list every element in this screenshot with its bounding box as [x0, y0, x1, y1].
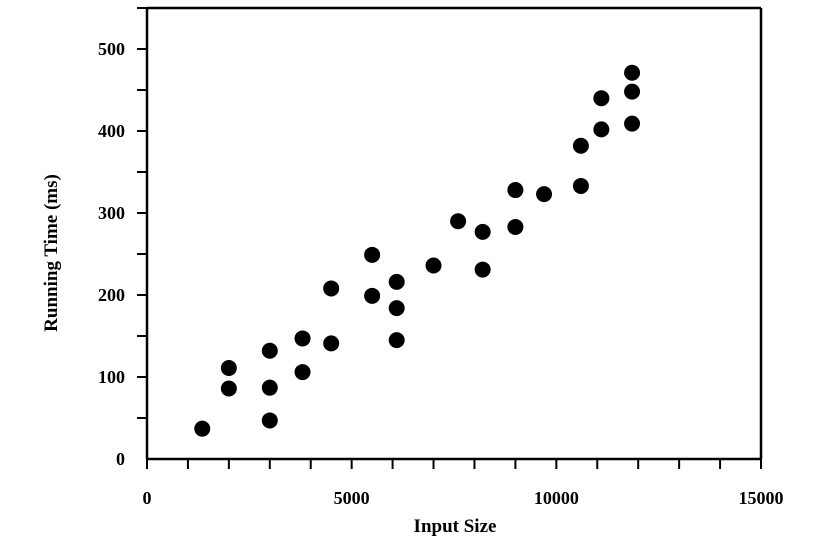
data-points [194, 64, 641, 437]
x-tick-label: 5000 [334, 488, 370, 508]
y-tick-label: 0 [116, 449, 125, 469]
data-point [507, 218, 524, 235]
data-point [388, 332, 405, 349]
x-axis-ticks: 0 5000 10000 15000 [143, 459, 784, 508]
data-point [220, 359, 237, 376]
data-point [572, 137, 589, 154]
y-tick-label: 500 [98, 39, 125, 59]
y-tick-label: 100 [98, 367, 125, 387]
data-point [194, 420, 211, 437]
x-axis-label: Input Size [414, 516, 497, 537]
axes-frame [145, 6, 763, 461]
data-point [294, 364, 311, 381]
data-point [261, 342, 278, 359]
data-point [474, 223, 491, 240]
x-tick-label: 10000 [534, 488, 579, 508]
y-tick-label: 400 [98, 121, 125, 141]
data-point [425, 257, 442, 274]
data-point [388, 300, 405, 317]
y-tick-label: 200 [98, 285, 125, 305]
y-axis-label: Running Time (ms) [41, 174, 62, 332]
data-point [450, 213, 467, 230]
data-point [364, 287, 381, 304]
data-point [364, 246, 381, 263]
data-point [474, 261, 491, 278]
data-point [507, 182, 524, 199]
data-point [572, 177, 589, 194]
data-point [624, 83, 641, 100]
x-tick-label: 15000 [739, 488, 784, 508]
data-point [388, 273, 405, 290]
data-point [323, 335, 340, 352]
x-tick-label: 0 [143, 488, 152, 508]
data-point [261, 412, 278, 429]
y-axis-ticks: 0 100 200 300 400 500 [98, 7, 147, 469]
data-point [624, 115, 641, 132]
data-point [220, 380, 237, 397]
data-point [261, 379, 278, 396]
data-point [593, 121, 610, 138]
data-point [323, 280, 340, 297]
data-point [294, 330, 311, 347]
data-point [593, 90, 610, 107]
data-point [536, 186, 553, 203]
data-point [624, 64, 641, 81]
y-tick-label: 300 [98, 203, 125, 223]
